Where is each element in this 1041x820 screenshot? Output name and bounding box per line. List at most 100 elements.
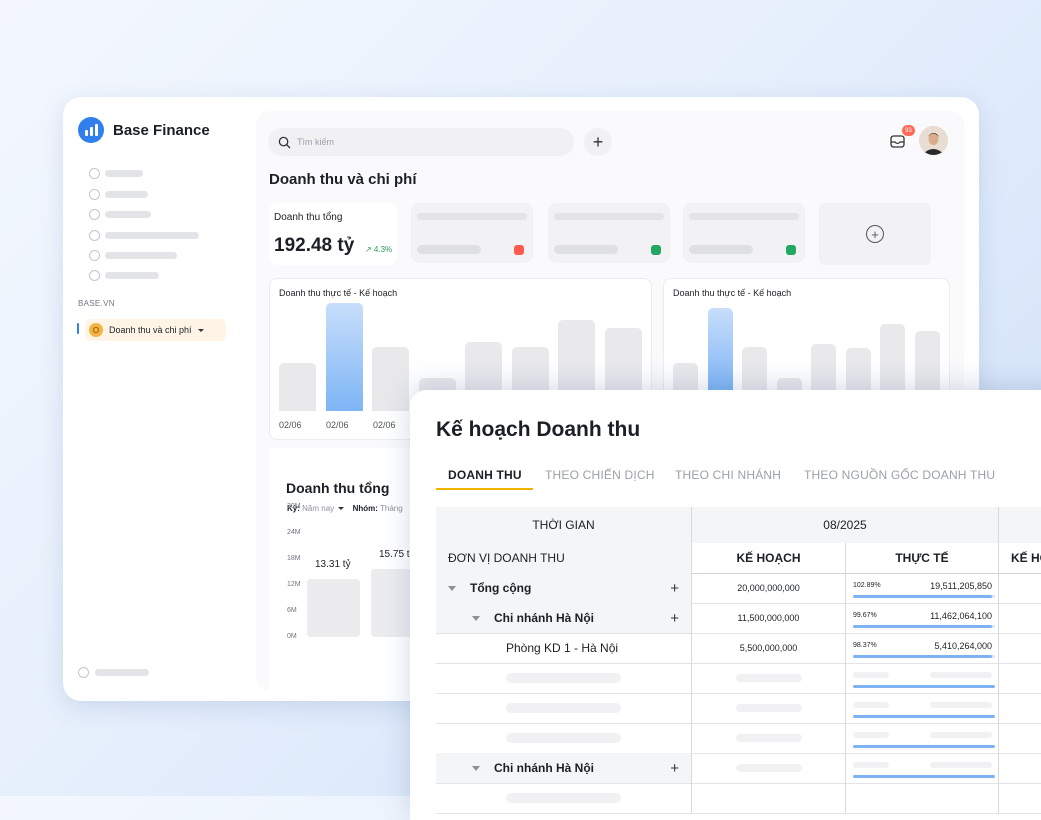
kpi-title: Doanh thu tổng [274, 212, 343, 223]
inbox-icon [889, 134, 905, 148]
header-unit: ĐƠN VỊ DOANH THU [448, 551, 565, 565]
tab-by-branch[interactable]: THEO CHI NHÁNH [675, 468, 782, 482]
row-label: Chi nhánh Hà Nội [494, 761, 594, 775]
chart-bar[interactable] [742, 347, 767, 390]
percent: 99.67% [853, 612, 877, 619]
plus-icon[interactable]: + [670, 579, 679, 597]
period-select[interactable]: Năm nay [302, 504, 335, 513]
caret-down-icon [338, 507, 345, 510]
plan-value: 5,500,000,000 [692, 633, 845, 663]
actual-number: 11,462,064,100 [930, 611, 992, 621]
kpi-card-placeholder[interactable] [548, 203, 670, 263]
row-label: Phòng KD 1 - Hà Nội [506, 641, 619, 655]
filters[interactable]: Kỳ: Năm nay Nhóm: Tháng [287, 504, 403, 513]
collapse-icon[interactable] [472, 765, 480, 771]
y-tick-label: 30M [287, 503, 301, 510]
table-row[interactable]: Phòng KD 1 - Hà Nội 5,500,000,000 98.37%… [436, 633, 1041, 664]
table-header-row: THỜI GIAN 08/2025 [436, 507, 1041, 544]
percent: 98.37% [853, 642, 877, 649]
group-select[interactable]: Tháng [380, 504, 403, 513]
kpi-card-placeholder[interactable] [411, 203, 533, 263]
active-indicator [77, 323, 79, 334]
plus-icon[interactable]: + [670, 759, 679, 777]
progress-bar [853, 655, 995, 658]
kpi-card-placeholder[interactable] [683, 203, 805, 263]
chart-bar[interactable] [325, 303, 363, 411]
table-row-placeholder [436, 663, 1041, 694]
status-dot [651, 245, 661, 255]
actual-cell: 102.89% 19,511,205,850 [846, 573, 998, 603]
chart-plot [664, 279, 949, 390]
row-label-cell: Chi nhánh Hà Nội + [436, 603, 691, 633]
user-avatar-icon [919, 126, 948, 155]
sidebar-item[interactable] [89, 189, 148, 200]
chart-bar[interactable] [880, 324, 905, 390]
add-kpi-button[interactable]: + [819, 203, 931, 265]
plan-value: 11,500,000,000 [692, 603, 845, 633]
row-label: Chi nhánh Hà Nội [494, 611, 594, 625]
notification-badge: 93 [902, 125, 915, 136]
y-tick-label: 6M [287, 607, 297, 614]
y-tick-label: 12M [287, 581, 301, 588]
sidebar-item[interactable] [89, 270, 159, 281]
sidebar-footer-item[interactable] [78, 667, 149, 678]
chart-bar[interactable] [845, 348, 871, 390]
search-input[interactable]: Tìm kiếm [268, 128, 574, 156]
chart-bar[interactable] [707, 308, 733, 390]
chart-bar[interactable] [279, 363, 316, 411]
tab-by-campaign[interactable]: THEO CHIẾN DỊCH [545, 468, 655, 482]
column-divider [998, 507, 999, 813]
data-label: 15.75 t [379, 548, 410, 560]
kpi-change: ↗ 4.3% [365, 245, 393, 254]
chart-bar[interactable] [673, 363, 698, 390]
actual-cell: 99.67% 11,462,064,100 [846, 603, 998, 633]
period-label: Kỳ: [287, 504, 300, 513]
sidebar-item[interactable] [89, 209, 151, 220]
inbox-button[interactable] [884, 128, 910, 154]
plus-icon[interactable]: + [670, 609, 679, 627]
add-button[interactable]: + [584, 128, 612, 156]
table-row[interactable]: Tổng cộng + 20,000,000,000 102.89% 19,51… [436, 573, 1041, 604]
coin-icon: O [89, 323, 103, 337]
brand[interactable]: Base Finance [78, 117, 210, 143]
table-row[interactable]: Chi nhánh Hà Nội + 11,500,000,000 99.67%… [436, 603, 1041, 634]
chart-bar[interactable] [811, 344, 836, 390]
circle-icon [89, 250, 100, 261]
kpi-card-total-revenue[interactable]: Doanh thu tổng 192.48 tỷ ↗ 4.3% [269, 203, 397, 265]
row-label: Tổng cộng [470, 581, 532, 595]
header-time: THỜI GIAN [532, 518, 595, 532]
status-dot [786, 245, 796, 255]
actual-number: 19,511,205,850 [930, 581, 992, 591]
data-label: 13.31 tỷ [315, 559, 351, 571]
chart-bar[interactable] [372, 347, 409, 411]
sidebar-item[interactable] [89, 230, 199, 241]
tab-revenue[interactable]: DOANH THU [448, 468, 522, 482]
x-tick-label: 02/06 [326, 420, 349, 430]
y-tick-label: 24M [287, 529, 301, 536]
chart-bar[interactable] [914, 331, 940, 390]
tab-by-source[interactable]: THEO NGUỒN GỐC DOANH THU [804, 468, 996, 482]
plan-number: 11,500,000,000 [737, 613, 800, 623]
circle-icon [89, 209, 100, 220]
row-label-cell: Phòng KD 1 - Hà Nội [436, 633, 691, 663]
y-tick-label: 18M [287, 555, 301, 562]
sidebar-item-label: Doanh thu và chi phí [109, 325, 192, 335]
percent: 102.89% [853, 582, 881, 589]
chart-title: Doanh thu thực tế - Kế hoạch [279, 288, 398, 298]
circle-icon [89, 168, 100, 179]
header-actual: THỰC TẾ [846, 543, 998, 573]
caret-down-icon [197, 328, 204, 332]
collapse-icon[interactable] [448, 585, 456, 591]
column-divider [845, 543, 846, 813]
chart-plot: 30M 24M 18M 12M 6M 0M 13.31 tỷ 15.75 t [269, 448, 429, 691]
avatar[interactable] [919, 126, 948, 155]
sidebar-item[interactable] [89, 168, 143, 179]
table-row[interactable]: Chi nhánh Hà Nội + [436, 753, 1041, 784]
chart-bar[interactable] [307, 579, 360, 637]
sidebar-item[interactable] [89, 250, 177, 261]
sidebar-section-label: BASE.VN [78, 299, 115, 308]
chart-bar[interactable] [776, 378, 802, 390]
sidebar-item-revenue-expense[interactable]: O Doanh thu và chi phí [85, 319, 226, 341]
status-dot [514, 245, 524, 255]
collapse-icon[interactable] [472, 615, 480, 621]
